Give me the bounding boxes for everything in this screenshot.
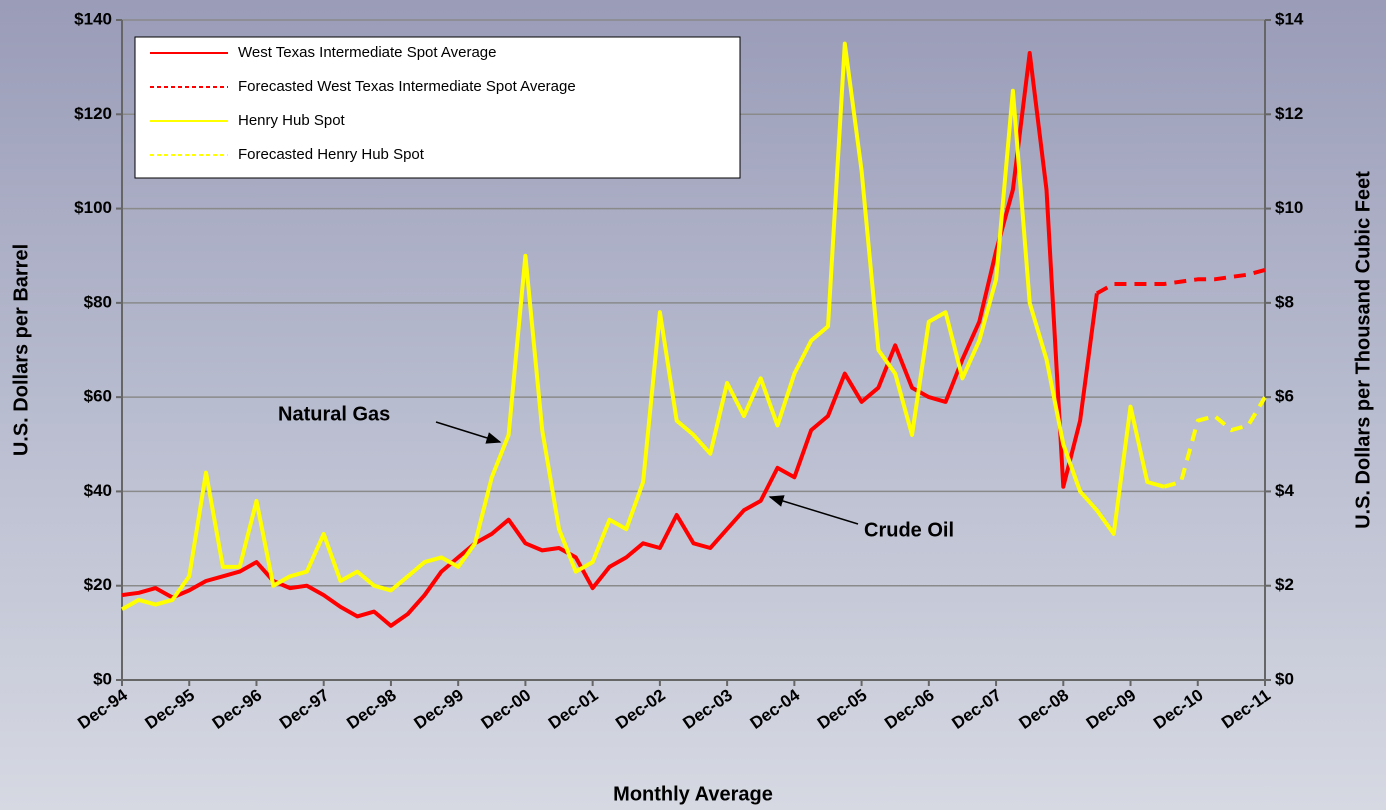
legend-label: Forecasted West Texas Intermediate Spot … [238, 78, 576, 95]
legend-label: Forecasted Henry Hub Spot [238, 146, 425, 163]
y2-tick-label: $0 [1275, 669, 1294, 688]
y-tick-label: $20 [84, 575, 112, 594]
y2-tick-label: $12 [1275, 104, 1303, 123]
y-tick-label: $140 [74, 9, 112, 28]
annotation: Natural Gas [278, 403, 390, 425]
y-tick-label: $0 [93, 669, 112, 688]
y-axis-title: U.S. Dollars per Barrel [10, 244, 32, 456]
y2-axis-title: U.S. Dollars per Thousand Cubic Feet [1352, 171, 1374, 529]
y-tick-label: $80 [84, 292, 112, 311]
annotation: Crude Oil [864, 519, 954, 541]
x-axis-title: Monthly Average [613, 783, 773, 805]
chart: Monthly Average U.S. Dollars per Barrel … [0, 0, 1386, 810]
y-tick-label: $40 [84, 481, 112, 500]
y-tick-label: $120 [74, 104, 112, 123]
y2-tick-label: $8 [1275, 292, 1294, 311]
legend: West Texas Intermediate Spot Average Fore… [135, 37, 740, 178]
y-tick-label: $100 [74, 198, 112, 217]
y2-tick-label: $10 [1275, 198, 1303, 217]
y2-tick-label: $2 [1275, 575, 1294, 594]
y2-tick-label: $6 [1275, 387, 1294, 406]
y-tick-label: $60 [84, 387, 112, 406]
y2-tick-label: $14 [1275, 9, 1304, 28]
legend-label: Henry Hub Spot [238, 112, 346, 129]
legend-label: West Texas Intermediate Spot Average [238, 44, 497, 61]
y2-tick-label: $4 [1275, 481, 1294, 500]
